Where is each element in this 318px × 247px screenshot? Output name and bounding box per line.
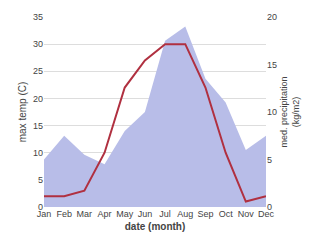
svg-text:Sep: Sep [197,209,213,219]
svg-text:35: 35 [33,12,43,22]
svg-text:date (month): date (month) [125,221,186,232]
svg-text:15: 15 [33,121,43,131]
svg-text:15: 15 [267,60,277,70]
svg-text:0: 0 [267,202,272,212]
svg-text:10: 10 [33,148,43,158]
svg-text:0: 0 [38,202,43,212]
svg-text:med. precipitation(kg/m2): med. precipitation(kg/m2) [279,76,301,147]
svg-text:30: 30 [33,39,43,49]
svg-text:Jul: Jul [159,209,171,219]
svg-text:May: May [116,209,134,219]
svg-text:Jun: Jun [138,209,153,219]
svg-text:20: 20 [33,94,43,104]
svg-text:Mar: Mar [77,209,93,219]
svg-text:Oct: Oct [219,209,234,219]
svg-text:25: 25 [33,66,43,76]
svg-text:10: 10 [267,107,277,117]
svg-text:Apr: Apr [98,209,112,219]
svg-text:Jan: Jan [37,209,52,219]
svg-text:5: 5 [38,175,43,185]
svg-text:Aug: Aug [177,209,193,219]
svg-text:Nov: Nov [238,209,255,219]
svg-text:max temp (C): max temp (C) [17,82,28,143]
svg-text:5: 5 [267,155,272,165]
svg-text:Dec: Dec [258,209,275,219]
svg-text:Feb: Feb [56,209,72,219]
svg-text:20: 20 [267,12,277,22]
